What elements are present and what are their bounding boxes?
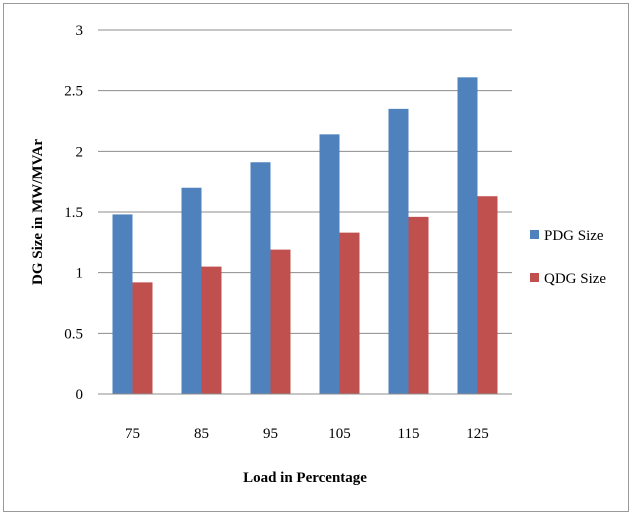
bars — [112, 77, 498, 394]
chart-frame: 0 0.5 1 1.5 2 2.5 3 75 85 95 105 115 125 DG Size in… — [3, 3, 629, 512]
x-tick-labels: 75 85 95 105 115 125 — [125, 426, 489, 442]
legend-label: PDG Size — [544, 228, 604, 244]
legend-label: QDG Size — [544, 271, 606, 287]
bar-pdg-size — [250, 162, 271, 394]
bar-qdg-size — [201, 266, 222, 394]
x-tick-label: 115 — [398, 426, 420, 442]
bar-qdg-size — [270, 249, 291, 394]
legend-swatch — [530, 273, 539, 282]
y-tick-label: 3 — [76, 23, 84, 39]
y-axis-title: DG Size in MW/MVAr — [30, 139, 46, 285]
bar-qdg-size — [339, 232, 360, 394]
bar-pdg-size — [319, 134, 340, 394]
y-tick-label: 1 — [76, 266, 84, 282]
bar-qdg-size — [132, 282, 153, 394]
legend: PDG Size QDG Size — [530, 228, 606, 287]
y-tick-label: 0 — [76, 387, 84, 403]
x-tick-label: 75 — [125, 426, 140, 442]
bar-pdg-size — [388, 108, 409, 394]
y-tick-label: 0.5 — [64, 326, 83, 342]
x-tick-label: 95 — [263, 426, 278, 442]
bar-pdg-size — [457, 77, 478, 394]
x-tick-label: 125 — [466, 426, 489, 442]
x-tick-label: 85 — [194, 426, 209, 442]
bar-chart: 0 0.5 1 1.5 2 2.5 3 75 85 95 105 115 125 DG Size in… — [30, 23, 606, 486]
bar-qdg-size — [477, 196, 498, 394]
legend-swatch — [530, 230, 539, 239]
gridlines — [98, 29, 512, 334]
bar-qdg-size — [408, 216, 429, 394]
x-axis-title: Load in Percentage — [243, 470, 367, 486]
y-tick-label: 1.5 — [64, 205, 83, 221]
bar-pdg-size — [112, 214, 133, 394]
y-tick-label: 2.5 — [64, 84, 83, 100]
x-tick-label: 105 — [328, 426, 351, 442]
bar-pdg-size — [181, 187, 202, 394]
y-tick-label: 2 — [76, 144, 84, 160]
y-tick-labels: 0 0.5 1 1.5 2 2.5 3 — [64, 23, 83, 403]
